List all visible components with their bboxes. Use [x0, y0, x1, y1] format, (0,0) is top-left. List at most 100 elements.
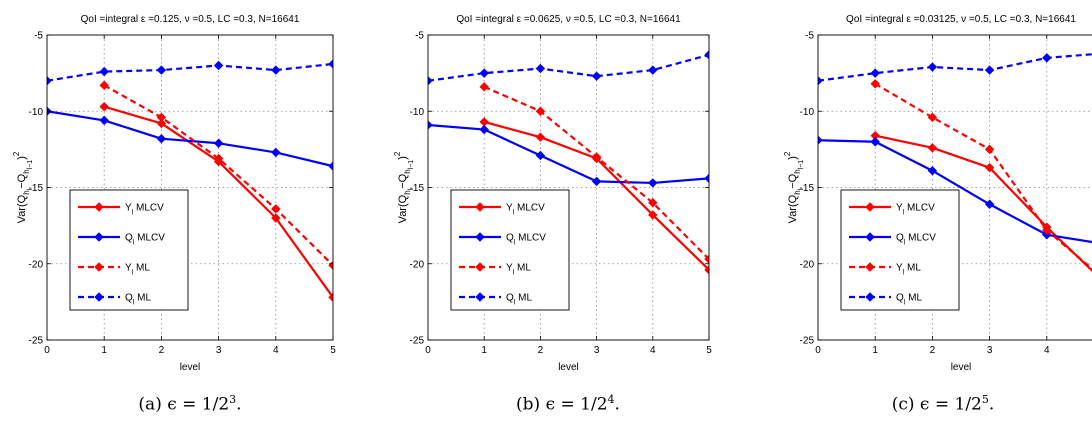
- y-tick-label: -25: [410, 336, 425, 347]
- x-tick-label: 3: [987, 345, 993, 356]
- legend: Yl MLCV Ql MLCV Yl ML Ql ML: [450, 189, 570, 311]
- data-point: [535, 150, 546, 161]
- legend-label: Yl ML: [506, 263, 531, 277]
- caption-text: (a) ϵ = 1/2: [138, 394, 230, 415]
- series-2: [479, 82, 709, 264]
- legend-sub: l: [133, 300, 135, 307]
- y-label-sub: h: [22, 190, 31, 194]
- legend-sub: l: [132, 210, 134, 217]
- y-label-sub: h: [22, 169, 31, 173]
- legend-suffix: MLCV: [904, 203, 935, 214]
- x-tick-label: 2: [159, 345, 165, 356]
- data-point: [479, 124, 489, 135]
- legend-sub: l: [133, 240, 135, 247]
- data-point: [479, 82, 489, 92]
- y-label-part: Var(Q: [787, 194, 799, 223]
- figure-caption: (a) ϵ = 1/23.: [25, 393, 355, 415]
- legend-name: Y: [125, 203, 132, 214]
- y-label-sup: 2: [783, 151, 792, 156]
- legend-name: Y: [125, 263, 132, 274]
- x-tick-label: 0: [815, 345, 821, 356]
- series-1: [428, 120, 709, 188]
- legend-sub: l: [513, 270, 515, 277]
- data-point: [984, 144, 995, 155]
- series-3: [47, 59, 333, 86]
- y-axis-label: Var(Qhl−Qhl−1)2: [783, 151, 805, 223]
- data-point: [704, 50, 709, 60]
- chart-title: QoI =integral ε =0.03125, ν =0.5, LC =0.…: [846, 14, 1076, 25]
- legend-box: [69, 189, 189, 311]
- y-label-sub: h: [793, 190, 802, 194]
- legend-label: Ql MLCV: [506, 233, 546, 247]
- data-point: [213, 153, 224, 164]
- x-tick-label: 2: [930, 345, 936, 356]
- data-point: [213, 60, 224, 71]
- legend-sub: l: [903, 270, 905, 277]
- x-tick-label: 1: [101, 345, 107, 356]
- data-point: [870, 68, 880, 78]
- legend-marker: [475, 202, 485, 212]
- legend-marker: [475, 292, 485, 302]
- data-point: [428, 76, 433, 86]
- y-tick-label: -25: [800, 336, 815, 347]
- legend-suffix: MLCV: [515, 233, 546, 244]
- data-point: [927, 62, 938, 72]
- legend-marker: [94, 292, 104, 302]
- y-label-sub: l−1: [798, 160, 805, 170]
- data-point: [156, 65, 167, 75]
- y-label-part: ): [16, 156, 28, 160]
- y-tick-label: -10: [800, 107, 815, 118]
- legend-label: Yl MLCV: [506, 203, 545, 217]
- data-point: [648, 210, 658, 220]
- x-tick-label: 1: [872, 345, 878, 356]
- legend-sub: l: [132, 270, 134, 277]
- series-2: [99, 80, 333, 270]
- legend-suffix: ML: [514, 263, 531, 274]
- y-label-sub: h: [403, 190, 412, 194]
- y-label-part: Var(Q: [397, 194, 409, 223]
- legend-label: Ql ML: [506, 293, 532, 307]
- y-label-sup: 2: [12, 151, 21, 156]
- legend-marker: [865, 262, 875, 272]
- legend-marker: [94, 202, 104, 212]
- legend-suffix: ML: [133, 263, 150, 274]
- y-tick-label: -5: [415, 31, 424, 42]
- chart-panel-0: 0 1 2 3 4 5 -5 -10 -15 -20 -25 QoI =integral ε =0.1…: [12, 14, 336, 373]
- y-label-part: −Q: [397, 173, 409, 188]
- series-line: [818, 53, 1092, 82]
- caption-end: .: [988, 394, 995, 415]
- data-point: [99, 80, 109, 91]
- y-tick-label: -5: [34, 31, 43, 42]
- x-tick-label: 3: [594, 345, 600, 356]
- legend-label: Yl MLCV: [125, 203, 164, 217]
- data-point: [271, 213, 281, 223]
- x-tick-label: 4: [273, 345, 279, 356]
- legend-marker: [94, 232, 104, 242]
- legend-label: Ql ML: [896, 293, 922, 307]
- legend-suffix: MLCV: [514, 203, 545, 214]
- data-point: [591, 176, 602, 187]
- legend-label: Yl MLCV: [896, 203, 935, 217]
- legend-name: Q: [125, 293, 133, 304]
- series-2: [870, 79, 1092, 271]
- data-point: [648, 178, 658, 188]
- series-line: [47, 62, 333, 82]
- legend-label: Ql MLCV: [896, 233, 936, 247]
- legend-name: Y: [896, 263, 903, 274]
- data-point: [99, 115, 109, 126]
- legend-suffix: MLCV: [133, 203, 164, 214]
- x-tick-label: 5: [330, 345, 336, 356]
- legend-label: Ql ML: [125, 293, 151, 307]
- legend-box: [840, 189, 960, 311]
- data-point: [870, 79, 880, 89]
- legend-name: Q: [896, 233, 904, 244]
- chart-panel-1: 0 1 2 3 4 5 -5 -10 -15 -20 -25 QoI =integral ε =0.0…: [393, 14, 712, 373]
- data-point: [213, 138, 224, 148]
- x-tick-label: 4: [1044, 345, 1050, 356]
- series-1: [47, 106, 333, 171]
- series-line: [428, 123, 709, 185]
- y-tick-label: -15: [800, 183, 815, 194]
- legend-suffix: ML: [134, 293, 151, 304]
- data-point: [156, 118, 167, 129]
